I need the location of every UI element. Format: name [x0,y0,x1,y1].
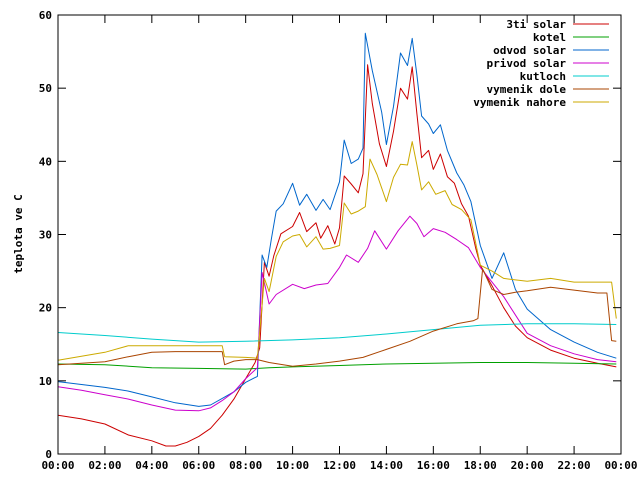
y-tick-label: 30 [39,229,52,242]
series-line-2 [57,362,617,370]
series-line-7 [57,141,617,361]
series-line-5 [57,323,617,343]
series-line-1 [57,64,617,447]
y-tick-label: 50 [39,82,52,95]
axis-ticks-group: 0 10 20 30 40 50 60 00:00 02:00 04:00 06:00 08:00 10… [39,9,638,472]
x-tick-label: 14:00 [370,459,403,472]
legend-label: vymenik dole [487,83,567,96]
series-line-6 [57,268,617,367]
x-tick-label: 08:00 [229,459,262,472]
legend-label: kotel [533,31,566,44]
x-tick-label: 02:00 [88,459,121,472]
x-tick-label: 12:00 [323,459,356,472]
y-axis-title: teplota ve C [12,194,25,273]
x-tick-label: 18:00 [464,459,497,472]
y-tick-label: 60 [39,9,52,22]
x-tick-label: 04:00 [135,459,168,472]
x-tick-label: 00:00 [41,459,74,472]
x-tick-label: 20:00 [511,459,544,472]
x-tick-label: 16:00 [417,459,450,472]
x-tick-label: 00:00 [604,459,637,472]
x-tick-label: 10:00 [276,459,309,472]
y-tick-label: 20 [39,302,52,315]
x-tick-label: 22:00 [558,459,591,472]
y-tick-label: 0 [45,448,52,461]
legend-label: privod solar [487,57,567,70]
plot-series-group [57,32,617,447]
legend-label: kutloch [520,70,566,83]
x-tick-label: 06:00 [182,459,215,472]
legend-label: 3ti solar [506,18,566,31]
y-tick-label: 40 [39,155,52,168]
y-tick-label: 10 [39,375,52,388]
legend-label: vymenik nahore [473,96,566,109]
series-line-4 [57,215,617,412]
legend-label: odvod solar [493,44,566,57]
